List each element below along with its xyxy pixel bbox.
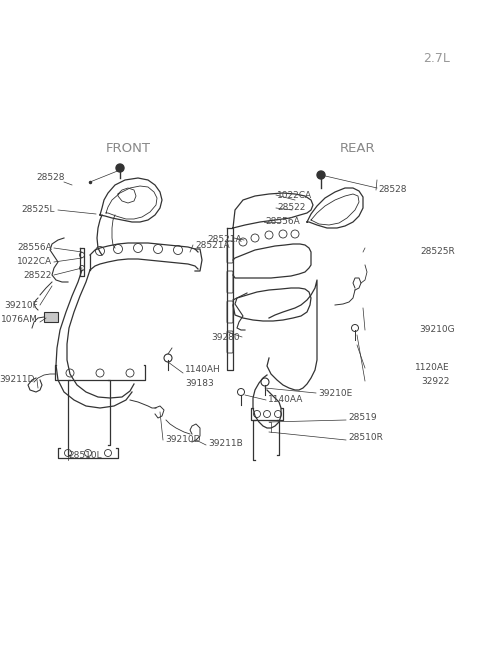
Text: 28528: 28528 bbox=[378, 185, 407, 195]
FancyBboxPatch shape bbox=[44, 312, 58, 322]
Text: 39210F: 39210F bbox=[4, 301, 38, 310]
Circle shape bbox=[317, 171, 325, 179]
Text: 39211D: 39211D bbox=[0, 375, 35, 384]
Text: 39210D: 39210D bbox=[165, 436, 201, 445]
Text: 32922: 32922 bbox=[421, 377, 450, 386]
Text: 39280: 39280 bbox=[211, 333, 240, 341]
Text: 39210G: 39210G bbox=[420, 326, 455, 335]
Text: 2.7L: 2.7L bbox=[423, 52, 450, 65]
Text: 28556A: 28556A bbox=[17, 244, 52, 252]
FancyBboxPatch shape bbox=[227, 301, 233, 323]
FancyBboxPatch shape bbox=[227, 241, 233, 263]
Text: 1140AH: 1140AH bbox=[185, 365, 221, 375]
Text: 1076AM: 1076AM bbox=[1, 316, 38, 324]
Text: 39210E: 39210E bbox=[318, 388, 352, 398]
Text: 28521A: 28521A bbox=[195, 240, 229, 250]
Text: 28521A: 28521A bbox=[207, 236, 242, 244]
Text: 39211B: 39211B bbox=[208, 438, 243, 447]
Text: 28525L: 28525L bbox=[22, 206, 55, 214]
Text: 28522: 28522 bbox=[277, 204, 305, 212]
Text: 28519: 28519 bbox=[348, 413, 377, 422]
FancyBboxPatch shape bbox=[227, 271, 233, 293]
Text: 1120AE: 1120AE bbox=[415, 364, 450, 373]
Text: 28510R: 28510R bbox=[348, 434, 383, 443]
Text: FRONT: FRONT bbox=[106, 141, 151, 155]
Text: 28525R: 28525R bbox=[420, 248, 455, 257]
FancyBboxPatch shape bbox=[227, 331, 233, 353]
Circle shape bbox=[116, 164, 124, 172]
Text: 1022CA: 1022CA bbox=[277, 191, 312, 200]
Text: 28522: 28522 bbox=[24, 271, 52, 280]
Text: 28510L: 28510L bbox=[68, 451, 102, 460]
Text: 28556A: 28556A bbox=[265, 217, 300, 227]
Text: 1140AA: 1140AA bbox=[268, 396, 303, 405]
Text: REAR: REAR bbox=[340, 141, 376, 155]
Text: 28528: 28528 bbox=[36, 174, 65, 183]
Text: 1022CA: 1022CA bbox=[17, 257, 52, 267]
Text: 39183: 39183 bbox=[185, 379, 214, 388]
